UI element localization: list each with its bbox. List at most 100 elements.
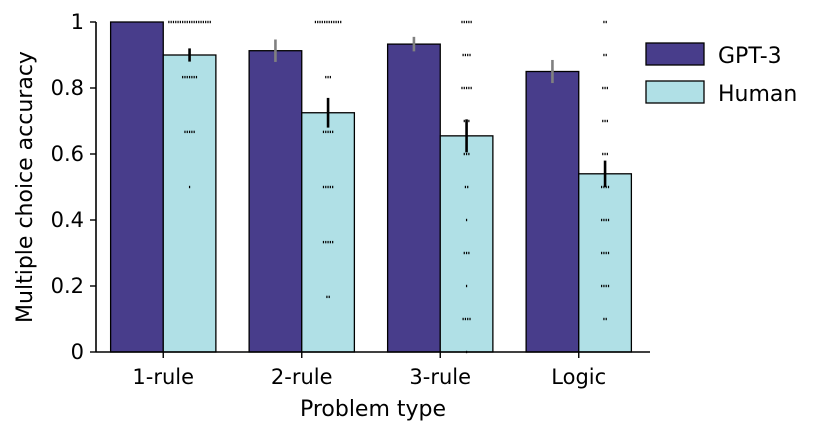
participant-point [605, 251, 607, 255]
participant-point [601, 218, 603, 222]
participant-point [314, 20, 317, 24]
participant-point [329, 75, 331, 79]
participant-point [465, 86, 468, 90]
participant-point [461, 20, 463, 24]
legend-label-human: Human [718, 82, 797, 107]
bar-gpt3-1-rule [109, 21, 164, 353]
bar-gpt3-logic [525, 70, 580, 353]
participant-point [186, 130, 188, 134]
participant-point [462, 53, 464, 57]
participant-point [319, 20, 321, 24]
participant-point [605, 218, 607, 222]
legend-label-gpt3: GPT-3 [718, 44, 782, 69]
participant-point [325, 185, 327, 189]
participant-point [605, 20, 607, 24]
participant-point [469, 53, 471, 57]
participant-point [321, 20, 323, 24]
participant-point [188, 130, 191, 134]
participant-point [177, 20, 179, 24]
participant-point [464, 317, 467, 321]
participant-point [605, 317, 607, 321]
y-tick-label: 0.6 [51, 142, 84, 166]
participant-point [332, 185, 334, 189]
participant-point [324, 20, 326, 24]
participant-point [603, 218, 605, 222]
participant-point [327, 240, 329, 244]
participant-point [604, 86, 606, 90]
participant-point [193, 130, 195, 134]
participant-point [468, 119, 470, 123]
participant-point [172, 20, 175, 24]
participant-point [170, 20, 172, 24]
participant-point [209, 20, 211, 24]
participant-point [205, 20, 207, 24]
participant-point [601, 251, 603, 255]
participant-point [329, 185, 331, 189]
participant-point [182, 75, 184, 79]
participant-point [603, 20, 605, 24]
participant-point [607, 218, 610, 222]
participant-point [193, 75, 195, 79]
participant-point [333, 20, 335, 24]
participant-point [602, 119, 604, 123]
y-tick-label: 0.4 [51, 208, 84, 232]
x-tick-label-2-rule: 2-rule [271, 365, 333, 389]
x-tick-label-3-rule: 3-rule [409, 365, 471, 389]
participant-point [603, 284, 605, 288]
participant-point [188, 75, 191, 79]
participant-point [601, 185, 603, 189]
participant-point [468, 20, 470, 24]
participant-point [200, 20, 202, 24]
participant-point [604, 152, 606, 156]
bar-human-2-rule [301, 112, 356, 353]
y-tick-label: 0 [71, 340, 84, 364]
participant-point [468, 86, 470, 90]
participant-point [329, 240, 331, 244]
participant-point [195, 20, 198, 24]
participant-point [325, 75, 327, 79]
participant-point [317, 20, 319, 24]
participant-point [207, 20, 209, 24]
participant-point [607, 185, 610, 189]
legend-swatch-gpt3 [645, 42, 705, 66]
participant-point [332, 240, 334, 244]
participant-point [470, 20, 472, 24]
participant-point [461, 86, 463, 90]
participant-point [184, 130, 186, 134]
participant-point [193, 20, 195, 24]
participant-point [463, 119, 465, 123]
bar-gpt3-2-rule [248, 50, 303, 353]
participant-point [329, 130, 331, 134]
participant-point [186, 20, 188, 24]
bar-human-1-rule [162, 54, 217, 353]
participant-point [191, 130, 193, 134]
participant-point [603, 251, 605, 255]
participant-point [606, 152, 608, 156]
participant-point [603, 317, 605, 321]
participant-point [202, 20, 204, 24]
participant-point [462, 317, 464, 321]
participant-point [327, 130, 329, 134]
participant-point [327, 185, 329, 189]
participant-point [602, 86, 604, 90]
participant-point [470, 86, 472, 90]
participant-point [607, 284, 610, 288]
participant-point [198, 20, 200, 24]
participant-point [603, 53, 605, 57]
participant-point [325, 130, 327, 134]
participant-point [465, 284, 468, 288]
participant-point [604, 119, 606, 123]
y-tick-label: 0.8 [51, 76, 84, 100]
participant-point [467, 317, 469, 321]
participant-point [191, 75, 193, 79]
participant-point [175, 20, 177, 24]
participant-point [168, 20, 170, 24]
bar-human-logic [578, 173, 633, 353]
participant-point [464, 185, 467, 189]
x-axis-label: Problem type [300, 397, 446, 422]
participant-point [463, 251, 465, 255]
participant-point [607, 251, 610, 255]
participant-point [322, 240, 325, 244]
legend-swatch-human [645, 80, 705, 104]
participant-point [464, 53, 467, 57]
